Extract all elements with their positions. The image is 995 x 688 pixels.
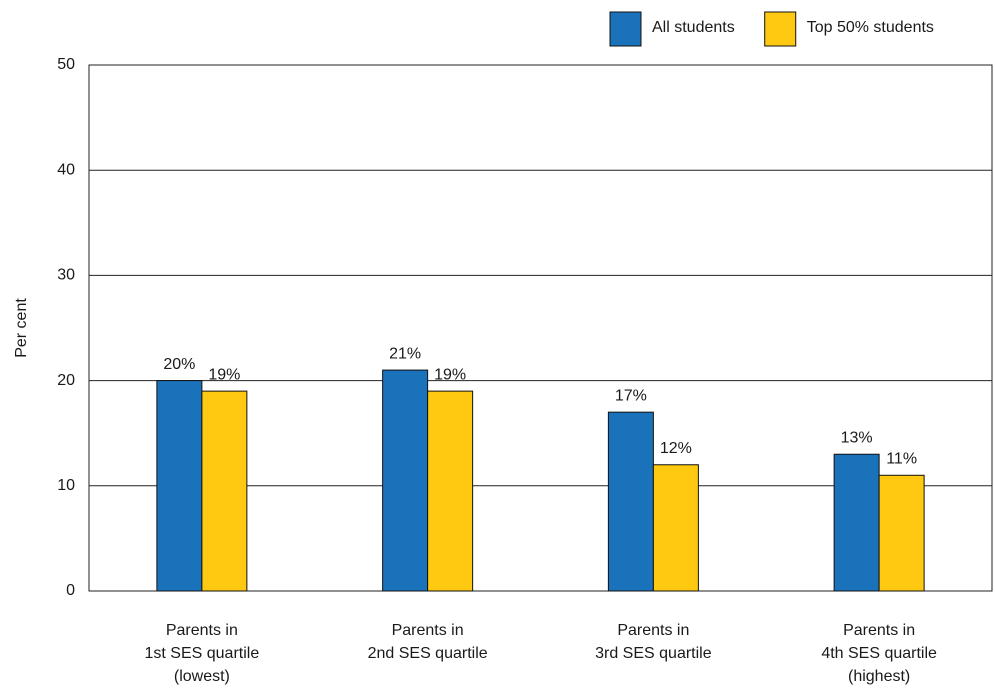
value-label: 19% [434,366,466,383]
x-tick-label-line: (highest) [848,668,910,685]
x-tick-label-line: 2nd SES quartile [368,645,488,662]
bar [382,369,429,592]
value-label: 13% [841,429,873,446]
legend-swatch [764,11,797,47]
value-label: 20% [163,356,195,373]
value-label: 17% [615,387,647,404]
legend-swatch [609,11,642,47]
value-label: 21% [389,345,421,362]
x-tick-label: Parents in 1st SES quartile (lowest) [145,622,260,685]
y-axis-label: Per cent [13,298,30,358]
x-tick-label-line: Parents in [843,622,915,639]
bar [427,390,474,592]
y-tick-label: 10 [57,477,75,494]
x-tick-label-line: Parents in [392,622,464,639]
bar [878,474,925,592]
plot-border [88,64,993,592]
value-label: 12% [660,440,692,457]
x-tick-label-line: 4th SES quartile [821,645,937,662]
x-tick-label-line: Parents in [617,622,689,639]
y-tick-label: 50 [57,56,75,73]
bar [652,464,699,592]
y-tick-label: 20 [57,372,75,389]
x-tick-label: Parents in 4th SES quartile (highest) [821,622,937,685]
bar [833,453,880,592]
x-tick-label-line: Parents in [166,622,238,639]
y-tick-label: 40 [57,161,75,178]
bar [201,390,248,592]
y-tick-label: 0 [66,582,75,599]
bar [156,380,203,592]
value-label: 19% [208,366,240,383]
legend-label: Top 50% students [807,19,934,36]
x-tick-label: Parents in 3rd SES quartile [595,622,712,662]
value-label: 11% [886,450,917,467]
x-tick-label: Parents in 2nd SES quartile [368,622,488,662]
x-tick-label-line: 1st SES quartile [145,645,260,662]
x-tick-label-line: (lowest) [174,668,230,685]
bar [607,411,654,592]
legend-label: All students [652,19,735,36]
y-tick-label: 30 [57,267,75,284]
x-tick-label-line: 3rd SES quartile [595,645,712,662]
